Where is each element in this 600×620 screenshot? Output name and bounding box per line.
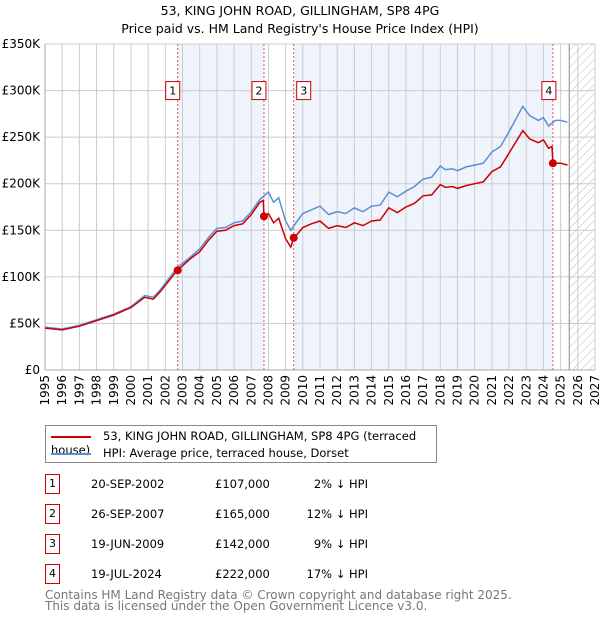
x-tick-label: 2023 [519,375,533,406]
transaction-marker: 4 [45,564,60,584]
hpi-line [44,105,568,330]
sale-label: 3 [300,85,307,98]
shaded-region [177,44,264,370]
sale-label: 2 [255,85,262,98]
y-tick-label: £350K [2,37,42,51]
property-price-line [44,129,568,331]
forecast-hatch [569,44,595,370]
sale-label: 1 [169,85,176,98]
x-tick-label: 1996 [55,375,69,406]
x-tick-label: 2014 [365,375,379,406]
sale-point [259,212,268,221]
x-tick-label: 1998 [90,375,104,406]
x-tick-label: 1995 [38,375,52,406]
x-tick-label: 2004 [193,375,207,406]
sale-point [173,266,182,275]
x-tick-label: 2005 [210,375,224,406]
transaction-marker: 3 [45,534,60,554]
transaction-date: 19-JUN-2009 [91,537,165,551]
legend-swatch-property [51,435,91,438]
y-tick-label: £150K [2,223,42,237]
y-tick-label: £250K [2,130,42,144]
x-tick-label: 2002 [158,375,172,406]
x-tick-label: 1999 [107,375,121,406]
x-tick-label: 1997 [72,375,86,406]
x-tick-label: 2019 [451,375,465,406]
sale-label: 4 [545,85,552,98]
transaction-price: £142,000 [215,537,270,551]
x-tick-label: 2010 [296,375,310,406]
x-tick-label: 2022 [502,375,516,406]
x-tick-label: 2015 [382,375,396,406]
legend-label-hpi: HPI: Average price, terraced house, Dors… [103,446,349,460]
sale-point [548,159,557,168]
footer-copyright: Contains HM Land Registry data © Crown c… [45,588,512,602]
transaction-price: £165,000 [215,507,270,521]
transaction-price: £107,000 [215,477,270,491]
x-tick-label: 2020 [468,375,482,406]
sale-label-box [541,81,557,101]
x-tick-label: 2027 [588,375,600,406]
transaction-date: 20-SEP-2002 [91,477,165,491]
legend-swatch-hpi [51,452,91,455]
chart-title: 53, KING JOHN ROAD, GILLINGHAM, SP8 4PG [160,3,440,18]
y-tick-label: £100K [2,270,42,284]
transaction-hpi-diff: 17% ↓ HPI [306,567,368,581]
x-tick-label: 2024 [536,375,550,406]
transaction-date: 26-SEP-2007 [91,507,165,521]
price-chart: 1995 1996 1997 1998 1999 2000 2001 2002 2003 2004… [2,37,600,406]
x-tick-label: 2017 [416,375,430,406]
chart-subtitle: Price paid vs. HM Land Registry's House … [121,21,479,36]
x-tick-label: 2007 [244,375,258,406]
x-tick-label: 2006 [227,375,241,406]
sale-label-box [296,81,312,101]
x-tick-label: 2018 [433,375,447,406]
y-tick-label: £0 [25,363,40,377]
x-tick-label: 2012 [330,375,344,406]
transaction-hpi-diff: 12% ↓ HPI [306,507,368,521]
transaction-date: 19-JUL-2024 [91,567,162,581]
legend-item-hpi: HPI: Average price, terraced house, Dors… [51,446,349,460]
x-tick-label: 2001 [141,375,155,406]
x-tick-label: 2000 [124,375,138,406]
x-tick-label: 2008 [261,375,275,406]
sale-point [289,233,298,242]
x-tick-label: 2025 [554,375,568,406]
transaction-marker: 2 [45,504,60,524]
x-tick-label: 2011 [313,375,327,406]
transaction-hpi-diff: 9% ↓ HPI [313,537,368,551]
x-tick-label: 2003 [176,375,190,406]
transaction-marker: 1 [45,474,60,494]
sale-label-box [165,81,181,101]
footer-licence: This data is licensed under the Open Gov… [45,599,428,613]
transaction-hpi-diff: 2% ↓ HPI [313,477,368,491]
x-tick-label: 2016 [399,375,413,406]
transaction-price: £222,000 [215,567,270,581]
x-tick-label: 2026 [571,375,585,406]
x-tick-label: 2021 [485,375,499,406]
sale-label-box [251,81,267,101]
x-tick-label: 2009 [279,375,293,406]
y-tick-label: £300K [2,84,42,98]
y-tick-label: £50K [9,316,41,330]
chart-legend: 53, KING JOHN ROAD, GILLINGHAM, SP8 4PG … [45,425,437,463]
x-tick-label: 2013 [347,375,361,406]
y-tick-label: £200K [2,177,42,191]
